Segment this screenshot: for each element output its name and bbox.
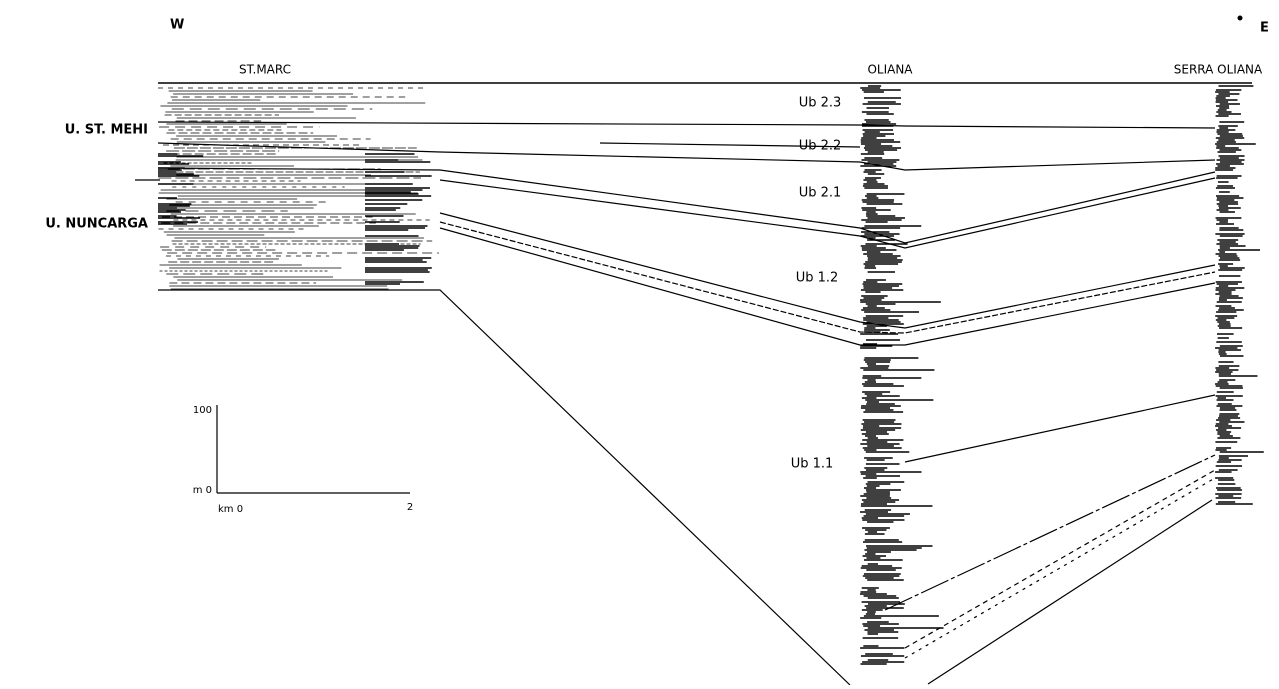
unit-label: U. ST. MEHI: [65, 123, 148, 138]
cross-section: W E ST.MARC OLIANA SERRA OLIANA U. ST. M…: [0, 0, 1279, 685]
well-name: OLIANA: [867, 63, 913, 77]
sequence-label: Ub 2.1: [799, 186, 842, 201]
scale-label: 100: [193, 405, 212, 416]
well-name: ST.MARC: [239, 63, 291, 77]
marker-dot: [1238, 16, 1243, 21]
scale-label: m 0: [193, 485, 212, 496]
direction-west: W: [170, 18, 184, 33]
scale-label: km 0: [218, 504, 243, 515]
direction-east: E: [1260, 21, 1269, 36]
unit-label: U. NUNCARGA: [45, 217, 148, 232]
sequence-label: Ub 1.2: [796, 271, 839, 286]
well-name: SERRA OLIANA: [1174, 63, 1263, 77]
sequence-label: Ub 2.3: [799, 96, 842, 111]
scale-label: 2: [407, 502, 413, 513]
sequence-label: Ub 2.2: [799, 139, 842, 154]
sequence-label: Ub 1.1: [791, 457, 834, 472]
